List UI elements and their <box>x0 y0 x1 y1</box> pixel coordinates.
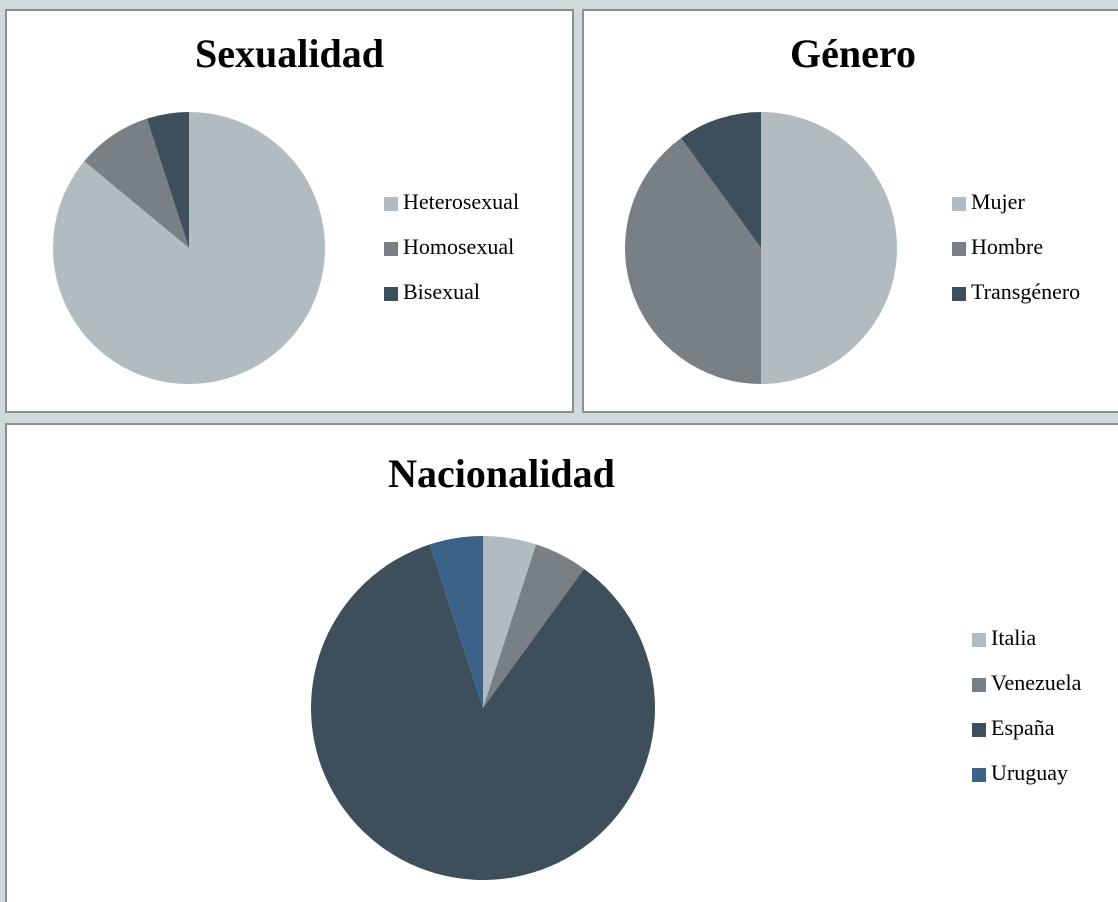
legend-label: España <box>991 715 1055 740</box>
legend-label: Transgénero <box>971 279 1080 304</box>
chart-title: Género <box>790 31 916 76</box>
legend-label: Bisexual <box>403 279 480 304</box>
pie-slice <box>146 112 189 248</box>
legend-swatch <box>972 678 986 692</box>
pie-slice <box>310 544 655 880</box>
legend-label: Heterosexual <box>403 189 519 214</box>
legend-swatch <box>972 768 986 782</box>
pie-slice <box>52 112 325 384</box>
pie-slice <box>625 137 761 384</box>
legend-label: Mujer <box>971 189 1025 214</box>
chart-title: Nacionalidad <box>388 451 615 496</box>
pie-slice <box>84 118 189 248</box>
legend-label: Venezuela <box>991 670 1082 695</box>
legend-swatch <box>952 242 966 256</box>
legend-label: Hombre <box>971 234 1043 259</box>
pie-slice <box>483 536 537 708</box>
legend-swatch <box>972 633 986 647</box>
legend-label: Uruguay <box>991 760 1068 785</box>
pie-slice <box>761 112 897 384</box>
legend-swatch <box>952 197 966 211</box>
legend-swatch <box>384 287 398 301</box>
pie-slice <box>483 544 585 708</box>
legend-swatch <box>972 723 986 737</box>
legend-swatch <box>952 287 966 301</box>
pie-slice <box>429 536 483 708</box>
legend-label: Italia <box>991 625 1036 650</box>
chart-title: Sexualidad <box>195 31 384 76</box>
legend-label: Homosexual <box>403 234 514 259</box>
legend-swatch <box>384 197 398 211</box>
pie-slice <box>681 112 761 248</box>
legend-swatch <box>384 242 398 256</box>
